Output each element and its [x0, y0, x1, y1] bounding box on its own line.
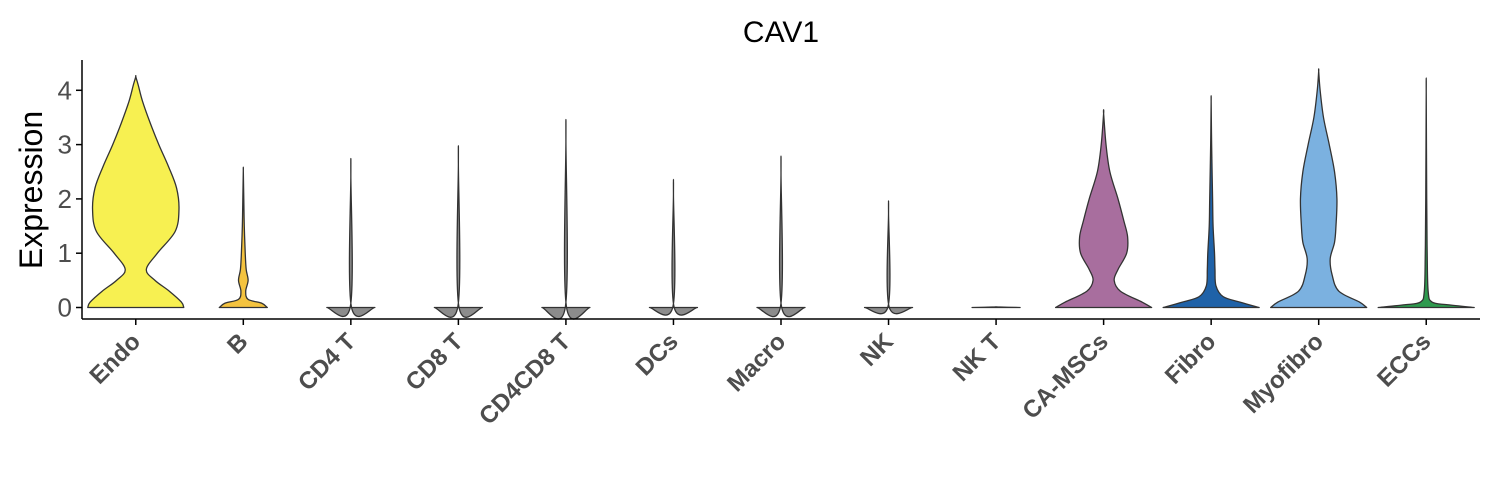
chart-title: CAV1: [743, 16, 819, 49]
violin-b: [218, 166, 268, 309]
x-axis-ticks: Endo B CD4 T CD8 T CD4CD8 T DCs Macro NK NK T CA-…: [84, 319, 1436, 430]
y-axis-ticks: 0 1 2 3 4: [58, 75, 82, 323]
violin-myofibro: [1270, 68, 1368, 309]
x-tick-label-ca-mscs: CA-MSCs: [1017, 328, 1113, 424]
x-tick-label-cd4cd8-t: CD4CD8 T: [474, 328, 576, 430]
violin-layer: [87, 68, 1475, 320]
y-tick-label: 2: [58, 184, 72, 214]
x-tick-label-myofibro: Myofibro: [1238, 328, 1329, 419]
y-tick-label: 1: [58, 238, 72, 268]
x-tick-label-cd8-t: CD8 T: [401, 328, 469, 396]
y-tick-label: 4: [58, 75, 72, 105]
violin-nk-t: [971, 306, 1021, 309]
violin-ca-mscs: [1054, 109, 1153, 309]
x-tick-label-endo: Endo: [84, 328, 146, 390]
x-tick-label-nk: NK: [855, 328, 899, 372]
y-tick-label: 3: [58, 130, 72, 160]
violin-cd4cd8-t: [541, 118, 591, 320]
violin-fibro: [1162, 95, 1260, 309]
x-tick-label-cd4-t: CD4 T: [293, 328, 361, 396]
violin-cd4-t: [326, 157, 376, 318]
y-axis-label: Expression: [13, 111, 49, 269]
x-tick-label-macro: Macro: [722, 328, 791, 397]
violin-macro: [756, 155, 806, 318]
x-tick-label-fibro: Fibro: [1160, 328, 1222, 390]
x-tick-label-dcs: DCs: [631, 328, 684, 381]
x-tick-label-b: B: [222, 328, 253, 359]
violin-cd8-t: [433, 145, 484, 318]
violin-nk: [863, 200, 914, 315]
x-tick-label-nk-t: NK T: [948, 328, 1007, 387]
violin-eccs: [1377, 77, 1475, 309]
violin-endo: [87, 75, 185, 309]
y-tick-label: 0: [58, 293, 72, 323]
violin-dcs: [648, 178, 699, 316]
x-tick-label-eccs: ECCs: [1372, 328, 1436, 392]
